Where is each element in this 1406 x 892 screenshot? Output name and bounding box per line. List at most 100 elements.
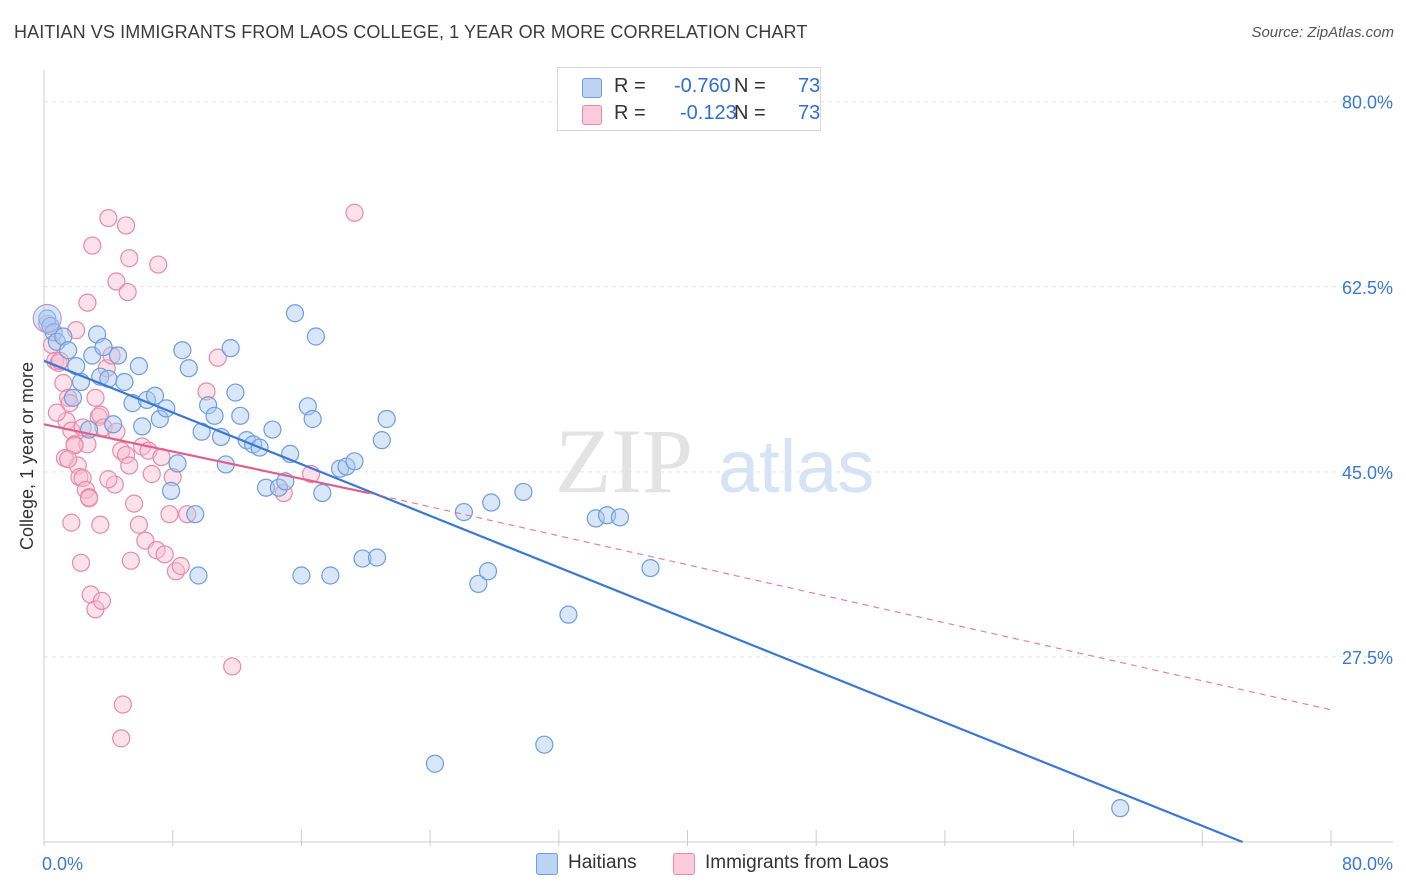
- laos-point: [59, 450, 78, 469]
- haitian-point-large: [32, 303, 62, 334]
- laos-point: [197, 382, 216, 401]
- chart-title: HAITIAN VS IMMIGRANTS FROM LAOS COLLEGE,…: [14, 22, 808, 42]
- x-tick-label: 0.0%: [42, 854, 83, 874]
- haitian-point: [231, 406, 250, 425]
- haitian-point: [321, 566, 340, 585]
- legend-label-laos: Immigrants from Laos: [705, 852, 889, 873]
- haitian-point: [425, 754, 445, 773]
- haitian-point: [54, 327, 73, 346]
- y-tick-label: 27.5%: [1342, 648, 1393, 668]
- trend-line: [43, 423, 370, 495]
- haitian-point: [313, 483, 332, 503]
- laos-point: [116, 445, 136, 465]
- laos-point: [142, 464, 161, 484]
- laos-point: [345, 203, 364, 222]
- haitian-point: [478, 562, 498, 581]
- laos-point: [121, 551, 140, 570]
- haitian-point: [198, 396, 218, 415]
- haitian-point: [353, 549, 372, 568]
- legend-r-label: R =: [614, 102, 646, 124]
- haitian-point: [303, 409, 322, 429]
- haitian-point: [610, 508, 630, 527]
- haitian-point: [104, 415, 123, 434]
- haitian-point: [115, 372, 134, 392]
- haitian-point: [586, 509, 605, 528]
- haitian-point: [59, 341, 78, 360]
- laos-point: [78, 293, 97, 312]
- laos-point: [160, 505, 179, 524]
- legend-label-haitians: Haitians: [568, 852, 637, 873]
- laos-point: [124, 494, 144, 513]
- haitian-point: [129, 357, 149, 376]
- laos-point: [107, 272, 126, 291]
- laos-point: [116, 216, 136, 235]
- haitian-point: [306, 327, 325, 346]
- haitian-point: [535, 735, 554, 754]
- legend-r-value: -0.123: [680, 102, 737, 124]
- haitian-point: [345, 452, 364, 471]
- haitian-point: [367, 548, 387, 567]
- haitian-points: [32, 303, 1130, 818]
- laos-point: [47, 403, 66, 422]
- y-axis-label: College, 1 year or more: [17, 362, 37, 550]
- haitian-point: [189, 566, 208, 585]
- haitian-point: [133, 417, 152, 436]
- axes: [43, 70, 1393, 846]
- laos-point: [91, 515, 110, 534]
- haitian-point: [285, 304, 305, 323]
- laos-point: [118, 282, 137, 302]
- laos-point: [120, 456, 139, 475]
- legend-swatch-haitians: [582, 78, 602, 98]
- watermark-atlas: atlas: [718, 425, 874, 508]
- haitian-point: [205, 406, 224, 425]
- laos-point: [113, 695, 132, 714]
- laos-point: [112, 729, 131, 748]
- laos-point: [83, 236, 102, 255]
- haitian-point: [168, 454, 187, 473]
- legend-n-value: 73: [798, 75, 821, 97]
- laos-point: [223, 657, 242, 676]
- haitian-point: [94, 337, 113, 357]
- haitian-point: [482, 493, 501, 512]
- haitian-point: [1111, 799, 1130, 818]
- stats-legend: R = -0.760 N = 73 R = -0.123 N = 73: [557, 67, 821, 131]
- haitian-point: [179, 359, 198, 378]
- legend-swatch-haitians: [536, 853, 558, 875]
- laos-point: [171, 556, 190, 576]
- laos-point: [78, 435, 97, 454]
- haitian-point: [186, 505, 205, 524]
- laos-point: [60, 394, 79, 413]
- grid-lines: [44, 101, 1393, 658]
- legend-r-value: -0.760: [674, 75, 731, 97]
- haitian-point: [469, 574, 488, 594]
- legend-r-label: R =: [614, 75, 646, 97]
- laos-point: [163, 468, 182, 487]
- laos-point: [79, 489, 99, 508]
- laos-point: [274, 483, 293, 503]
- haitian-point: [514, 482, 533, 502]
- tick-labels: 80.0% 62.5% 45.0% 27.5% 0.0% 80.0% College, 1 …: [17, 93, 1393, 874]
- laos-point: [99, 208, 118, 228]
- laos-point: [86, 388, 105, 407]
- haitian-point: [372, 431, 391, 450]
- x-tick-label: 80.0%: [1342, 854, 1393, 874]
- legend-n-label: N =: [734, 75, 766, 97]
- haitian-point: [226, 383, 245, 402]
- haitian-point: [150, 409, 169, 429]
- laos-point: [149, 255, 168, 274]
- haitian-point: [63, 388, 83, 407]
- haitian-point: [454, 502, 473, 522]
- laos-point: [120, 249, 139, 268]
- laos-points: [38, 203, 364, 748]
- haitian-point: [559, 605, 578, 624]
- watermark: ZIP atlas: [555, 410, 874, 512]
- haitian-point: [256, 478, 276, 497]
- laos-point: [166, 562, 186, 581]
- laos-point: [92, 591, 112, 610]
- haitian-point: [641, 558, 660, 578]
- y-tick-label: 62.5%: [1342, 278, 1393, 298]
- legend-swatch-laos: [673, 853, 695, 875]
- laos-point: [73, 469, 92, 488]
- laos-point: [62, 513, 81, 532]
- haitian-point: [161, 481, 181, 500]
